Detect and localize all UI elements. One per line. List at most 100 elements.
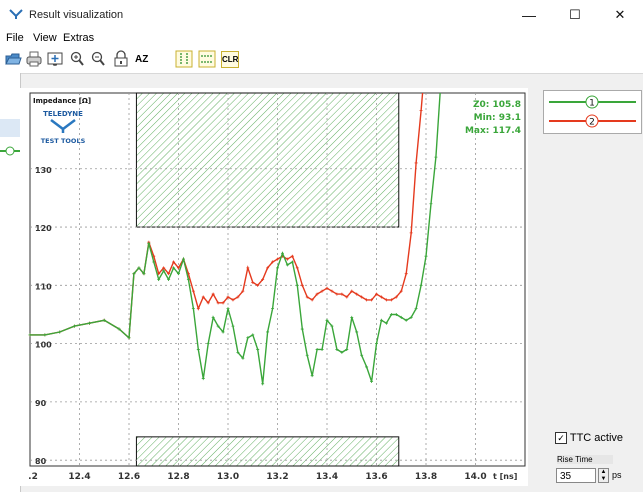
- series-1-point: [345, 347, 349, 351]
- series-1-point: [167, 278, 171, 281]
- x-tick-label: 13.8: [415, 472, 437, 482]
- open-icon[interactable]: [4, 50, 22, 68]
- series-1-point: [310, 374, 314, 378]
- series-1-point: [375, 342, 378, 346]
- series-2-point: [419, 108, 423, 112]
- ttc-checkbox[interactable]: ✓: [555, 432, 567, 445]
- panel-header: [0, 119, 20, 137]
- toolbar: AZ CLR: [0, 46, 643, 74]
- series-1-point: [295, 283, 299, 287]
- series-1-point: [236, 350, 240, 354]
- series-2-point: [285, 257, 289, 261]
- series-1-point: [261, 382, 265, 386]
- menu-file[interactable]: File: [6, 32, 24, 44]
- series-2-point: [251, 280, 255, 284]
- series-2-point: [394, 295, 398, 299]
- legend-stub-icon: [0, 146, 20, 156]
- series-1-point: [241, 356, 245, 360]
- series-1-point: [414, 307, 418, 311]
- series-1-point: [137, 266, 141, 270]
- ttc-label: TTC active: [569, 432, 624, 444]
- series-2-point: [379, 295, 383, 299]
- x-tick-label: 12.6: [118, 472, 140, 482]
- y-tick-label: 100: [35, 341, 52, 350]
- series-1-point: [196, 347, 200, 351]
- svg-text:TEST TOOLS: TEST TOOLS: [41, 137, 86, 145]
- svg-text:TELEDYNE: TELEDYNE: [43, 110, 83, 118]
- series-1-point: [157, 278, 161, 281]
- legend-label-2: 2: [589, 118, 595, 128]
- series-2-point: [231, 298, 235, 302]
- stat-min: Min: 93.1: [474, 113, 521, 123]
- rise-time-spinner[interactable]: ▲ ▼: [598, 468, 609, 483]
- series-2-point: [266, 266, 270, 270]
- y-tick-label: 120: [35, 224, 52, 233]
- series-1-point: [424, 254, 428, 258]
- series-1-point: [409, 315, 413, 319]
- zoom-out-icon[interactable]: [89, 50, 107, 68]
- print-icon[interactable]: [25, 50, 43, 68]
- az-button[interactable]: AZ: [135, 54, 149, 65]
- rise-time-input[interactable]: 35: [556, 468, 596, 483]
- series-1-point: [340, 350, 344, 354]
- legend-marker-2: [585, 114, 599, 128]
- series-1-point: [285, 263, 289, 267]
- teledyne-logo: TELEDYNE TEST TOOLS: [41, 110, 86, 145]
- series-1-point: [87, 321, 91, 325]
- series-1-point: [355, 330, 359, 334]
- vertical-markers-icon[interactable]: [175, 50, 193, 68]
- menu-extras[interactable]: Extras: [63, 32, 95, 44]
- x-tick-label: 12.4: [68, 472, 90, 482]
- series-2-point: [191, 289, 195, 293]
- series-1-point: [320, 347, 324, 351]
- series-1-point: [246, 336, 250, 340]
- horizontal-markers-icon[interactable]: [198, 50, 216, 68]
- series-1-point: [399, 315, 403, 319]
- y-axis-label: Impedance [Ω]: [33, 97, 91, 105]
- maximize-button[interactable]: ☐: [569, 7, 581, 22]
- series-2-point: [221, 301, 225, 305]
- fit-icon[interactable]: [46, 50, 64, 68]
- series-1-point: [360, 353, 364, 357]
- series-1-point: [384, 321, 388, 325]
- series-1-point: [201, 377, 205, 381]
- chart-area[interactable]: .2 12.4 12.6 12.8 13.0 13.2 13.4 13.6 13.8 14.0 80…: [20, 88, 528, 486]
- series-1-point: [142, 272, 146, 276]
- left-panel-strip: [0, 73, 21, 492]
- y-tick-label: 110: [35, 282, 52, 291]
- series-1-point: [276, 266, 279, 270]
- clear-button[interactable]: CLR: [221, 51, 239, 68]
- zoom-in-icon[interactable]: [68, 50, 86, 68]
- app-icon: [9, 9, 23, 19]
- series-2-point: [201, 295, 205, 299]
- minimize-button[interactable]: —: [522, 7, 536, 23]
- impedance-chart[interactable]: .2 12.4 12.6 12.8 13.0 13.2 13.4 13.6 13.8 14.0 80…: [20, 88, 528, 486]
- series-2-point: [345, 295, 349, 299]
- x-tick-label: 14.0: [464, 472, 486, 482]
- x-axis-label: t [ns]: [493, 472, 517, 481]
- series-2-point: [414, 161, 418, 165]
- x-tick-label: .2: [28, 472, 38, 482]
- series-2-point: [167, 272, 171, 276]
- tolerance-region-1: [135, 92, 400, 228]
- series-1-point: [181, 257, 185, 261]
- ttc-option[interactable]: ✓ TTC active: [555, 432, 624, 445]
- series-1-point: [335, 347, 339, 351]
- series-2-point: [290, 254, 294, 258]
- series-1-point: [73, 324, 77, 328]
- series-2-point: [340, 292, 344, 296]
- series-1-point: [419, 283, 423, 287]
- series-1-point: [43, 333, 47, 337]
- menu-view[interactable]: View: [33, 32, 57, 44]
- rise-time-label: Rise Time: [557, 455, 613, 464]
- series-1-point: [221, 330, 225, 334]
- series-2-point: [206, 301, 210, 305]
- series-1-point: [127, 336, 131, 340]
- series-1-point: [172, 266, 176, 270]
- close-button[interactable]: ✕: [614, 7, 626, 22]
- lock-icon[interactable]: [112, 50, 130, 68]
- series-2-point: [211, 292, 215, 296]
- series-2-point: [320, 289, 324, 293]
- x-tick-label: 13.4: [316, 472, 338, 482]
